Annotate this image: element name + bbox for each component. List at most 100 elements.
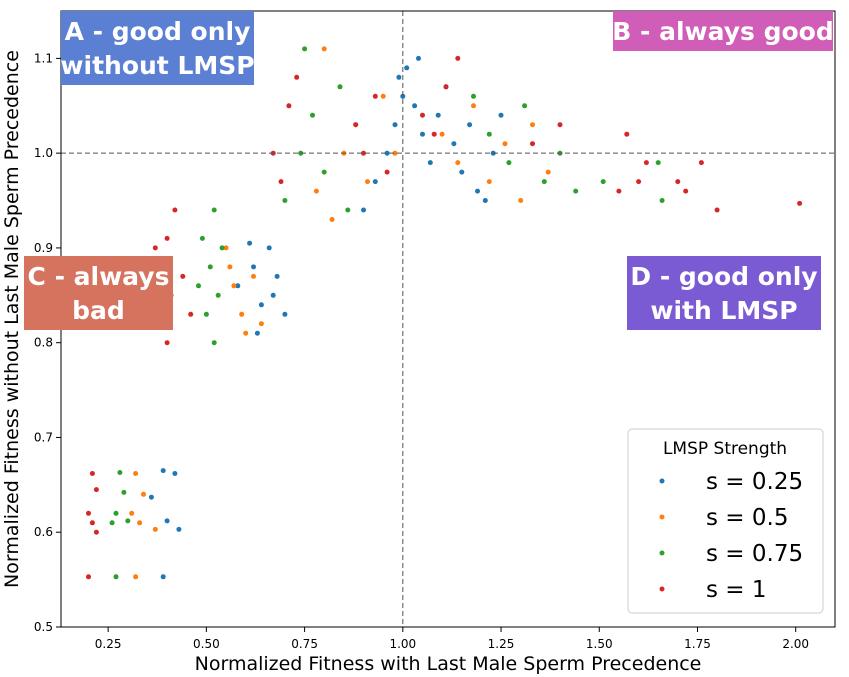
legend: LMSP Strength s = 0.25 s = 0.5 s = 0.75 s = … (627, 428, 824, 614)
x-tick-label: 1.75 (684, 637, 711, 651)
data-point (321, 169, 327, 175)
data-point (219, 245, 225, 251)
data-point (427, 160, 433, 166)
data-point (235, 283, 241, 289)
data-point (486, 131, 492, 137)
data-point (420, 112, 425, 118)
data-point (160, 468, 166, 474)
data-point (164, 235, 170, 241)
data-point (616, 188, 622, 194)
y-tick-label: 1.0 (34, 146, 53, 160)
y-tick-label: 0.8 (34, 336, 53, 350)
quadrant-label-text: without LMSP (60, 51, 254, 80)
data-point (624, 131, 630, 137)
data-point (133, 574, 139, 580)
data-point (455, 55, 461, 61)
quadrant-label-text: with LMSP (650, 296, 797, 325)
quadrant-label-text: C - always (28, 262, 170, 291)
quadrant-label-text: A - good only (65, 17, 251, 46)
data-point (475, 188, 480, 194)
data-point (420, 131, 425, 137)
data-point (498, 112, 504, 118)
data-point (86, 510, 91, 516)
x-tick-label: 0.25 (95, 637, 122, 651)
data-point (655, 160, 661, 166)
y-tick-label: 1.1 (34, 51, 53, 65)
data-point (258, 302, 264, 308)
data-point (471, 103, 476, 109)
series-0 (148, 55, 504, 580)
quadrant-label-text: B - always good (612, 17, 834, 46)
data-point (86, 574, 91, 580)
data-point (404, 65, 410, 71)
data-point (372, 93, 378, 99)
data-point (270, 292, 276, 298)
data-point (435, 112, 441, 118)
data-point (471, 93, 476, 99)
data-point (274, 273, 280, 279)
data-point (439, 131, 445, 137)
x-tick-label: 0.75 (291, 637, 318, 651)
data-point (522, 103, 528, 109)
data-point (172, 471, 178, 476)
data-point (148, 494, 154, 500)
data-point (121, 489, 127, 495)
data-point (93, 529, 99, 535)
data-point (251, 264, 256, 270)
legend-entry-label: s = 0.75 (706, 541, 803, 567)
data-point (683, 188, 689, 194)
data-point (89, 520, 95, 526)
data-point (164, 518, 170, 524)
data-point (211, 207, 217, 213)
legend-marker (659, 550, 665, 556)
x-tick-label: 1.00 (389, 637, 416, 651)
legend-entry-label: s = 0.25 (706, 469, 803, 495)
data-point (659, 198, 665, 203)
data-point (254, 330, 260, 336)
data-point (636, 179, 642, 185)
data-point (176, 526, 182, 532)
data-point (573, 188, 579, 194)
data-point (129, 510, 135, 516)
data-point (278, 179, 284, 185)
data-point (251, 273, 256, 279)
data-point (282, 311, 288, 317)
data-point (353, 122, 359, 128)
data-point (372, 179, 378, 185)
data-point (600, 179, 606, 185)
data-point (160, 574, 166, 580)
data-point (412, 103, 418, 109)
legend-marker (659, 514, 665, 520)
x-tick-label: 0.50 (193, 637, 220, 651)
quadrant-label-box (627, 256, 821, 330)
data-point (431, 131, 437, 137)
x-tick-label: 2.00 (782, 637, 809, 651)
data-point (247, 240, 253, 246)
data-point (313, 188, 319, 194)
data-point (294, 74, 300, 80)
data-point (396, 74, 402, 80)
legend-entry-label: s = 1 (706, 577, 767, 603)
data-point (361, 150, 366, 156)
y-axis-title: Normalized Fitness without Last Male Spe… (1, 50, 23, 588)
data-point (286, 103, 292, 109)
data-point (451, 141, 457, 147)
data-point (714, 207, 720, 213)
data-point (329, 217, 335, 222)
data-point (392, 150, 398, 156)
data-point (239, 311, 245, 317)
data-point (125, 518, 131, 524)
data-point (89, 471, 95, 476)
data-point (530, 122, 535, 128)
data-point (518, 198, 524, 203)
quadrant-label-box (24, 256, 173, 330)
data-point (321, 46, 327, 52)
quadrant-label-3: D - good only with LMSP (627, 256, 821, 330)
data-point (384, 150, 390, 156)
points-layer (86, 46, 803, 580)
data-point (416, 55, 421, 61)
data-point (199, 235, 205, 241)
data-point (337, 84, 343, 90)
quadrant-label-text: D - good only (630, 262, 817, 291)
data-point (392, 122, 398, 128)
